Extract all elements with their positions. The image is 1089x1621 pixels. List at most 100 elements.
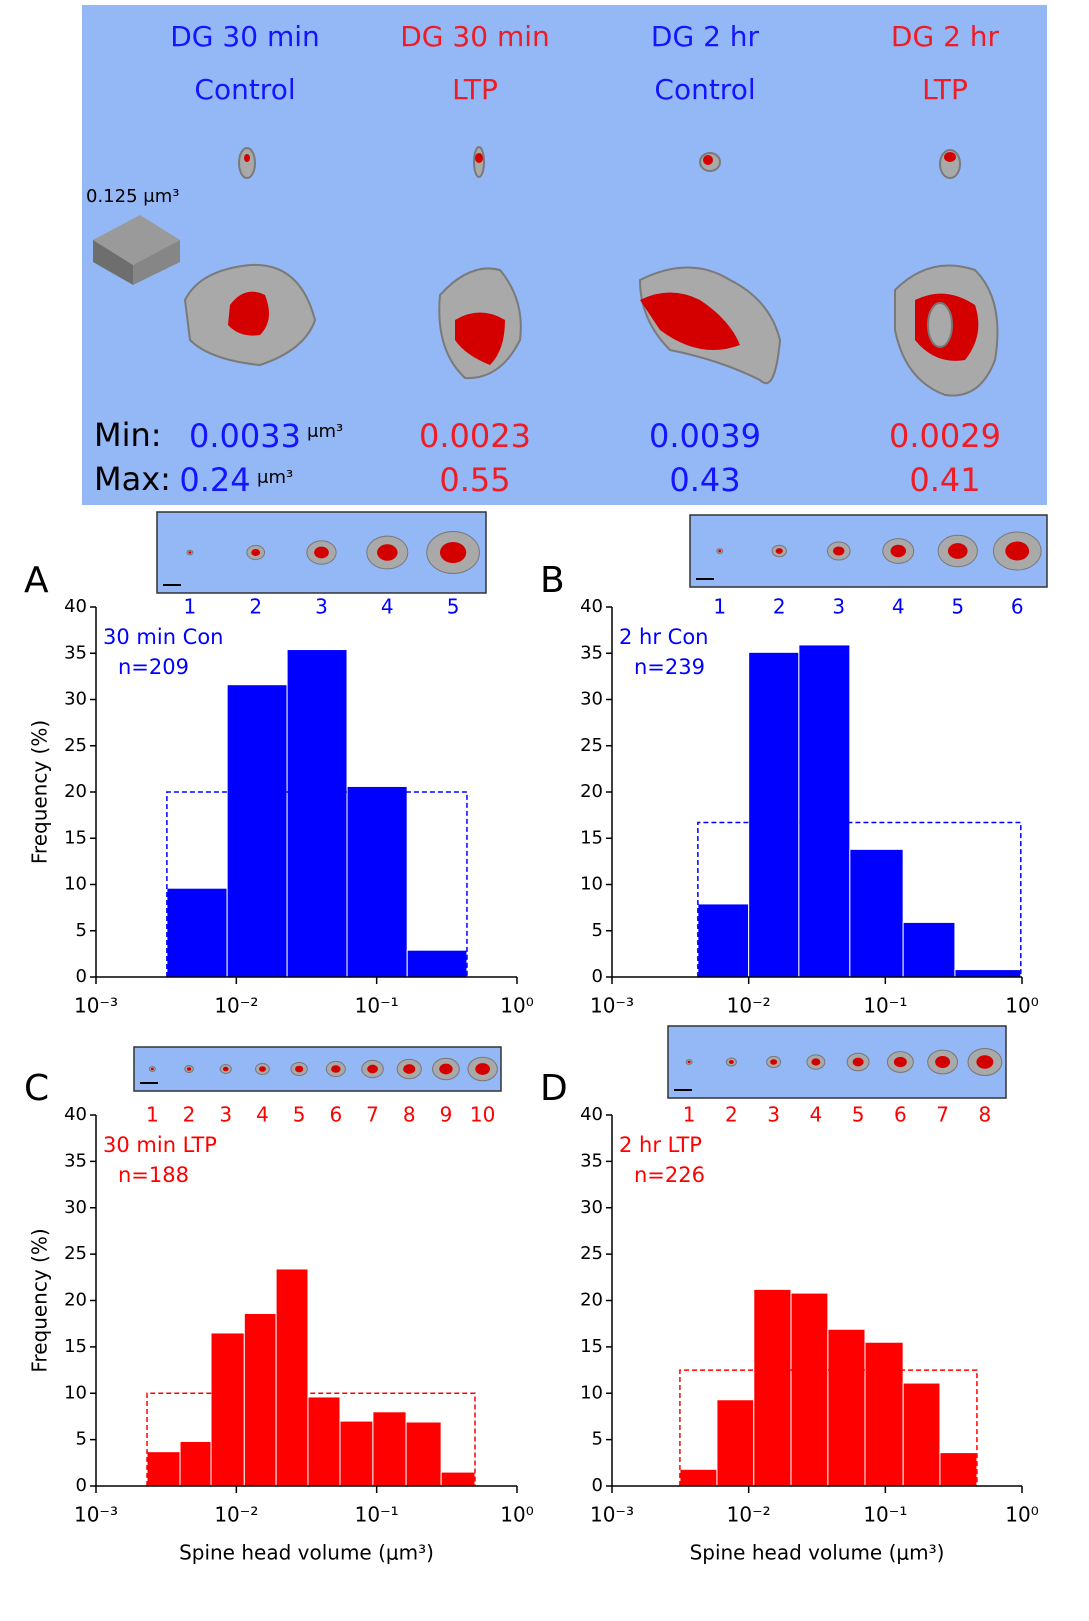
spine-psd xyxy=(935,1056,951,1068)
inset-label: 4 xyxy=(381,595,394,619)
bar xyxy=(798,644,851,978)
spine-psd xyxy=(188,551,192,554)
y-tick-label: 20 xyxy=(580,781,603,802)
column-title: DG 2 hr xyxy=(651,20,760,53)
y-tick-label: 25 xyxy=(64,1243,87,1264)
x-tick-label: 10⁻³ xyxy=(590,994,634,1018)
n-label: n=209 xyxy=(118,655,189,679)
annotation: 2 hr LTP xyxy=(619,1133,702,1157)
spine-psd xyxy=(947,543,968,559)
spine-psd xyxy=(976,1055,994,1069)
inset-label: 3 xyxy=(832,595,845,619)
bar xyxy=(405,1421,442,1487)
spine-psd xyxy=(367,1064,378,1074)
annotation: 30 min Con xyxy=(103,625,224,649)
bar xyxy=(307,1396,341,1487)
y-tick-label: 15 xyxy=(64,827,87,848)
uniform-reference xyxy=(146,1392,476,1486)
spine-psd xyxy=(728,1060,734,1064)
spine-psd xyxy=(295,1065,304,1073)
y-tick-label: 40 xyxy=(580,596,603,617)
n-label: n=188 xyxy=(118,1163,189,1187)
y-tick-label: 20 xyxy=(580,1290,603,1311)
annotation: 2 hr Con xyxy=(619,625,708,649)
scale-cube xyxy=(93,215,180,285)
inset-label: 8 xyxy=(403,1103,416,1127)
inset-label: 5 xyxy=(447,595,460,619)
header-columns: DG 30 min Control 0.0033 0.24 μm³ μm³ DG 30 mi… xyxy=(170,20,1001,499)
x-tick-label: 10⁻³ xyxy=(74,1503,118,1527)
max-value: 0.41 xyxy=(909,461,980,499)
bar xyxy=(339,1420,374,1487)
bar xyxy=(939,1452,978,1487)
y-tick-label: 0 xyxy=(592,1475,603,1496)
inset-label: 1 xyxy=(146,1103,159,1127)
column-title: DG 30 min xyxy=(170,20,320,53)
spine-psd xyxy=(403,1064,416,1074)
inset-label: 4 xyxy=(256,1103,269,1127)
y-tick-label: 10 xyxy=(64,1382,87,1403)
y-tick-label: 5 xyxy=(76,1429,87,1450)
spine-psd xyxy=(833,546,845,556)
spine-psd xyxy=(775,548,783,554)
scale-label: 0.125 μm³ xyxy=(86,186,179,207)
spine-psd xyxy=(893,1056,907,1068)
column-title: DG 2 hr xyxy=(891,20,1000,53)
inset-label: 3 xyxy=(219,1103,232,1127)
y-tick-label: 35 xyxy=(64,642,87,663)
x-tick-label: 10⁰ xyxy=(1005,1503,1038,1527)
bar xyxy=(146,1451,181,1487)
inset-label: 2 xyxy=(183,1103,196,1127)
y-tick-label: 0 xyxy=(76,1475,87,1496)
bar xyxy=(753,1288,792,1487)
x-tick-label: 10⁻² xyxy=(727,1503,771,1527)
bar xyxy=(679,1468,718,1487)
inset-label: 5 xyxy=(852,1103,865,1127)
spine-psd xyxy=(811,1058,821,1066)
inset-label: 5 xyxy=(951,595,964,619)
min-value: 0.0039 xyxy=(649,417,761,455)
spine-psd xyxy=(259,1066,266,1072)
y-axis-label: Frequency (%) xyxy=(28,1228,52,1372)
x-tick-label: 10⁻³ xyxy=(590,1503,634,1527)
max-label: Max: xyxy=(94,460,171,498)
panel-letter: A xyxy=(24,560,49,601)
min-value: 0.0029 xyxy=(889,417,1001,455)
x-tick-label: 10⁻¹ xyxy=(863,1503,907,1527)
y-tick-label: 15 xyxy=(64,1336,87,1357)
n-label: n=239 xyxy=(634,655,705,679)
y-tick-label: 35 xyxy=(580,642,603,663)
panel-letter: C xyxy=(24,1068,49,1109)
inset-label: 6 xyxy=(329,1103,342,1127)
spine-psd xyxy=(314,546,329,559)
inset-label: 1 xyxy=(683,1103,696,1127)
spine-psd xyxy=(331,1065,341,1073)
y-axis-label: Frequency (%) xyxy=(28,720,52,864)
inset-label: 2 xyxy=(725,1103,738,1127)
bar xyxy=(226,684,288,978)
inset-label: 4 xyxy=(892,595,905,619)
y-tick-label: 25 xyxy=(580,1243,603,1264)
y-tick-label: 40 xyxy=(64,596,87,617)
spine-psd xyxy=(222,1066,229,1072)
max-value: 0.55 xyxy=(439,461,510,499)
bar xyxy=(790,1292,829,1487)
inset-label: 8 xyxy=(979,1103,992,1127)
min-value: 0.0033 xyxy=(189,417,301,455)
y-tick-label: 30 xyxy=(580,689,603,710)
y-tick-label: 30 xyxy=(580,1197,603,1218)
bar xyxy=(827,1328,866,1487)
bar xyxy=(210,1332,245,1487)
max-value: 0.24 xyxy=(179,461,250,499)
y-tick-label: 30 xyxy=(64,689,87,710)
x-tick-label: 10⁰ xyxy=(1005,994,1038,1018)
inset-label: 4 xyxy=(810,1103,823,1127)
y-tick-label: 5 xyxy=(592,1429,603,1450)
bar xyxy=(697,903,750,978)
inset-label: 7 xyxy=(936,1103,949,1127)
x-tick-label: 10⁻¹ xyxy=(355,1503,399,1527)
unit: μm³ xyxy=(307,421,343,442)
header-panel xyxy=(82,5,1047,505)
y-tick-label: 15 xyxy=(580,827,603,848)
spine-psd xyxy=(770,1059,778,1065)
